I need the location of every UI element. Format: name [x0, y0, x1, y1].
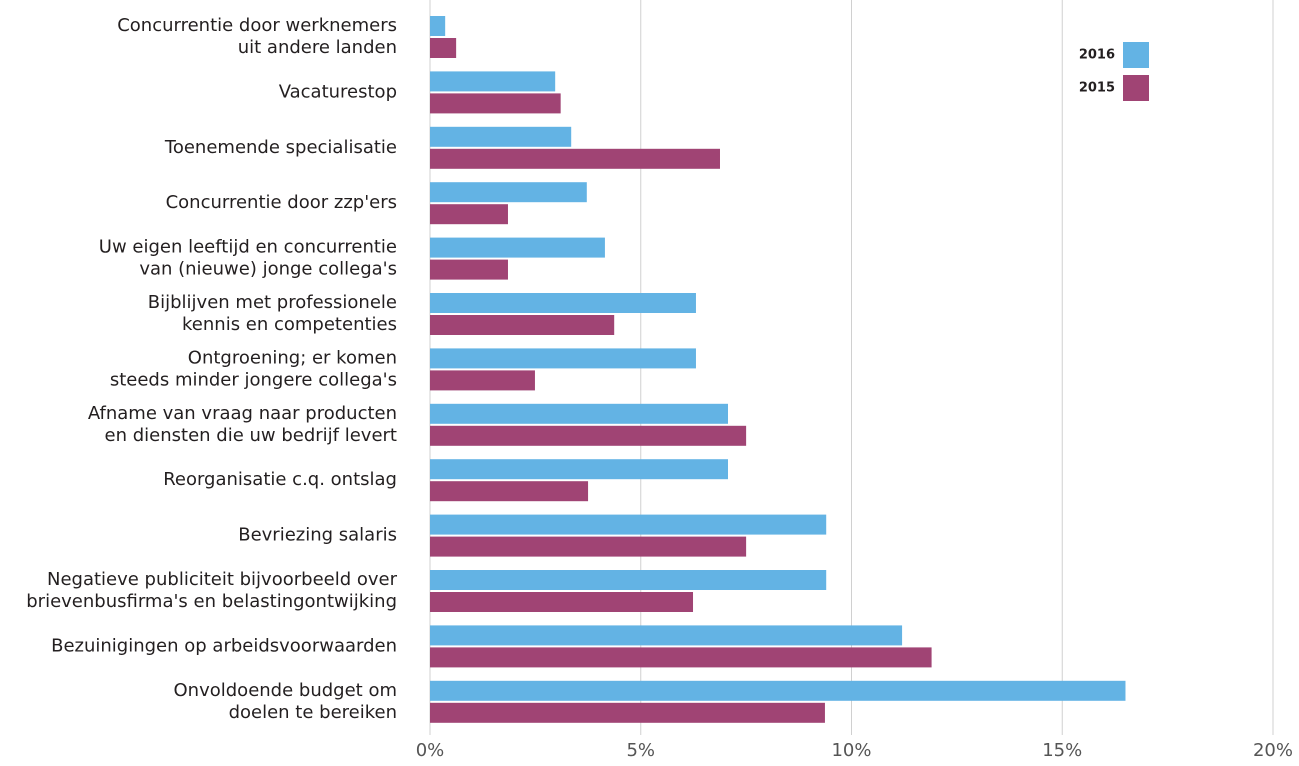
category-label: Reorganisatie c.q. ontslag [163, 469, 397, 490]
bar [430, 370, 535, 391]
bar [430, 481, 589, 502]
bar [430, 680, 1126, 701]
legend-swatch [1123, 42, 1149, 68]
bar [430, 536, 747, 557]
bar [430, 38, 457, 58]
bar [430, 204, 508, 225]
category-label: Vacaturestop [279, 81, 397, 102]
x-tick-label: 0% [416, 740, 445, 761]
category-label: Onvoldoende budget om doelen te bereiken [174, 680, 397, 723]
bar [430, 126, 572, 147]
bar [430, 293, 696, 313]
legend-swatch [1123, 75, 1149, 101]
category-label: Ontgroening; er komen steeds minder jonge… [110, 347, 397, 390]
category-label: Bevriezing salaris [238, 525, 397, 546]
bar [430, 315, 615, 335]
bar [430, 514, 827, 535]
bar [430, 592, 694, 612]
bar [430, 259, 508, 280]
bar [430, 570, 827, 590]
bar [430, 71, 556, 92]
bar [430, 702, 825, 723]
category-label: Bijblijven met professionele kennis en co… [148, 292, 397, 335]
bar [430, 625, 903, 646]
bar [430, 237, 605, 258]
x-tick-label: 15% [1042, 740, 1082, 761]
bar [430, 148, 720, 169]
bar [430, 182, 587, 203]
bar [430, 425, 747, 446]
category-label: Toenemende specialisatie [164, 137, 397, 158]
x-tick-label: 5% [626, 740, 655, 761]
category-label: Concurrentie door werknemers uit andere l… [117, 15, 397, 58]
legend-label: 2016 [1079, 48, 1115, 63]
bar [430, 348, 696, 369]
x-tick-label: 20% [1253, 740, 1293, 761]
legend-label: 2015 [1079, 81, 1115, 96]
category-label: Uw eigen leeftijd en concurrentie van (ni… [99, 237, 397, 280]
category-label: Bezuinigingen op arbeidsvoorwaarden [51, 635, 397, 656]
bar [430, 16, 446, 36]
x-tick-label: 10% [831, 740, 871, 761]
bar [430, 93, 561, 114]
category-label: Negatieve publiciteit bijvoorbeeld over b… [26, 569, 397, 612]
bar [430, 647, 932, 668]
bar [430, 403, 729, 424]
category-label: Afname van vraag naar producten en dienst… [88, 403, 397, 446]
bar [430, 459, 729, 480]
category-label: Concurrentie door zzp'ers [166, 192, 397, 213]
